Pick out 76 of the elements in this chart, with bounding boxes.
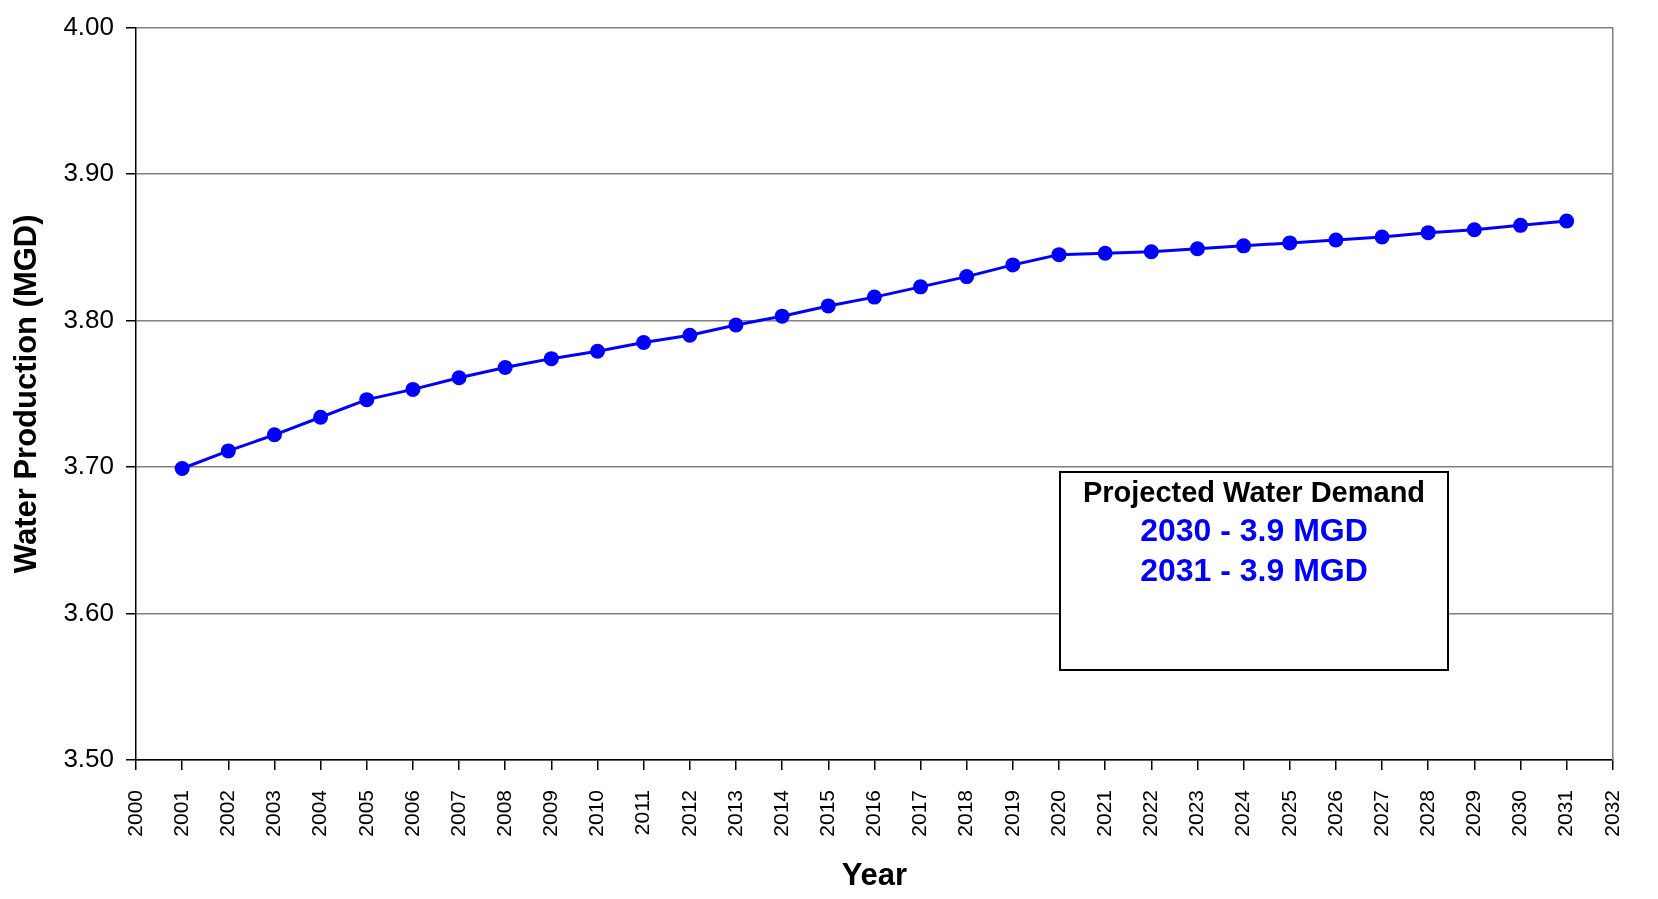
- point: [820, 298, 836, 314]
- x-tick-label: 2022: [1138, 790, 1162, 837]
- point: [866, 289, 882, 305]
- x-tick-label: 2015: [815, 790, 839, 837]
- x-tick-label: 2001: [168, 790, 192, 837]
- x-tick-label: 2031: [1553, 790, 1577, 837]
- x-tick-label: 2027: [1368, 790, 1392, 837]
- y-tick-label: 3.60: [63, 596, 114, 627]
- x-tick-label: 2008: [492, 790, 515, 837]
- point: [913, 279, 929, 295]
- annotation: Projected Water Demand: [1081, 475, 1427, 510]
- annotation: 2031 - 3.9 MGD: [1139, 551, 1369, 590]
- point: [543, 351, 559, 367]
- x-axis-title: Year: [841, 856, 908, 892]
- point: [1097, 245, 1113, 261]
- point: [682, 327, 698, 343]
- point: [1559, 213, 1575, 229]
- point: [1143, 244, 1159, 260]
- x-tick-label: 2028: [1415, 790, 1438, 837]
- x-tick-label: 2018: [953, 790, 977, 837]
- y-tick-label: 4.00: [63, 10, 114, 41]
- point: [1189, 241, 1205, 257]
- x-tick-label: 2023: [1184, 790, 1208, 837]
- x-tick-label: 2019: [999, 790, 1023, 837]
- y-tick-label: 3.70: [63, 450, 114, 481]
- x-tick-label: 2025: [1276, 790, 1300, 837]
- point: [451, 370, 467, 386]
- point: [1328, 232, 1344, 248]
- x-tick-label: 2006: [399, 790, 423, 837]
- x-tick-label: 2030: [1507, 790, 1531, 837]
- x-tick-label: 2011: [630, 790, 654, 836]
- x-tick-label: 2021: [1091, 790, 1115, 837]
- point: [1420, 225, 1436, 241]
- y-tick-label: 3.90: [63, 157, 114, 188]
- point: [728, 317, 744, 333]
- x-tick-label: 2029: [1461, 790, 1485, 837]
- point: [774, 308, 790, 324]
- x-tick-label: 2032: [1599, 790, 1623, 837]
- x-tick-label: 2012: [676, 790, 700, 837]
- x-tick-label: 2005: [353, 790, 377, 837]
- x-tick-label: 2003: [261, 790, 285, 837]
- x-tick-label: 2010: [584, 790, 608, 837]
- x-tick-label: 2004: [307, 789, 331, 837]
- point: [266, 427, 282, 443]
- x-tick-label: 2016: [861, 790, 885, 837]
- point: [1236, 238, 1252, 254]
- point: [405, 381, 421, 397]
- point: [1051, 247, 1067, 263]
- y-axis-title: Water Production (MGD): [8, 214, 44, 574]
- point: [1005, 257, 1021, 273]
- point: [590, 343, 605, 359]
- x-tick-label: 2002: [215, 790, 239, 837]
- note-box: Projected Water Demand 2030 - 3.9 MGD 2031 - 3.9 MGD: [1059, 471, 1449, 671]
- point: [1282, 235, 1298, 251]
- point: [497, 359, 513, 375]
- point: [1466, 222, 1482, 238]
- x-tick-label: 2026: [1322, 790, 1346, 837]
- x-tick-label: 2024: [1230, 789, 1254, 837]
- x-tick-label: 2013: [722, 790, 746, 837]
- x-tick-label: 2020: [1045, 790, 1069, 837]
- point: [636, 335, 652, 351]
- point: [359, 392, 375, 408]
- y-tick-label: 3.50: [63, 743, 114, 774]
- point: [1374, 229, 1390, 245]
- annotation: 2030 - 3.9 MGD: [1139, 511, 1369, 550]
- x-tick-label: 2000: [122, 790, 146, 837]
- point: [313, 409, 329, 425]
- point: [959, 269, 975, 285]
- x-tick-label: 2007: [445, 790, 469, 837]
- point: [220, 443, 236, 459]
- x-tick-label: 2014: [768, 789, 792, 837]
- point: [174, 461, 190, 477]
- x-tick-label: 2009: [538, 790, 562, 837]
- y-tick-label: 3.80: [63, 303, 114, 334]
- point: [1513, 217, 1528, 233]
- x-tick-label: 2017: [907, 790, 931, 837]
